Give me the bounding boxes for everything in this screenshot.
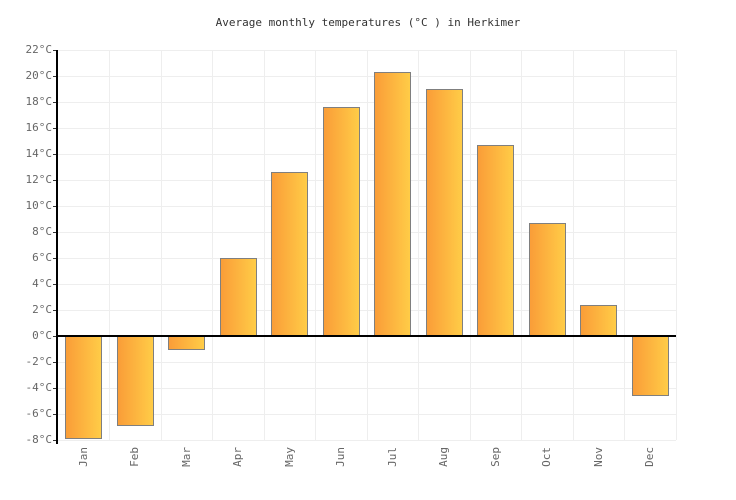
y-tick-label: -4°C: [25, 381, 53, 394]
y-tick-label: 10°C: [25, 199, 53, 212]
y-tick-label: 8°C: [32, 225, 52, 238]
x-label-oct: Oct: [540, 447, 554, 467]
x-label-aug: Aug: [437, 447, 451, 467]
bar-feb[interactable]: [116, 336, 154, 426]
x-label-may: May: [282, 447, 296, 467]
bar-sep[interactable]: [477, 144, 515, 336]
zero-line: [58, 335, 676, 337]
y-tick-mark: [53, 335, 58, 337]
y-tick-mark: [53, 413, 58, 415]
y-tick-label: 0°C: [32, 329, 52, 342]
x-grid-line: [109, 50, 110, 440]
bar-jun[interactable]: [322, 107, 360, 336]
x-grid-line: [418, 50, 419, 440]
bar-jul[interactable]: [374, 72, 412, 336]
bar-dec[interactable]: [631, 336, 669, 396]
y-tick-mark: [53, 153, 58, 155]
y-tick-label: 14°C: [25, 147, 53, 160]
y-tick-label: 20°C: [25, 69, 53, 82]
chart-title: Average monthly temperatures (°C ) in He…: [215, 16, 521, 29]
bar-oct[interactable]: [528, 222, 566, 336]
y-tick-mark: [53, 49, 58, 51]
x-label-jan: Jan: [76, 447, 90, 467]
x-grid-line: [572, 50, 574, 440]
y-tick-mark: [53, 231, 58, 233]
x-grid-line: [469, 50, 471, 440]
bar-apr[interactable]: [219, 258, 257, 336]
x-grid-line: [624, 50, 625, 440]
x-grid-line: [212, 50, 213, 440]
y-tick-mark: [53, 283, 58, 285]
y-tick-mark: [53, 361, 58, 363]
bar-aug[interactable]: [425, 89, 463, 336]
y-grid-line: [58, 439, 676, 441]
bar-jan[interactable]: [65, 336, 103, 439]
y-tick-mark: [53, 179, 58, 181]
y-tick-label: -6°C: [25, 407, 53, 420]
y-tick-label: 2°C: [32, 303, 52, 316]
x-label-jun: Jun: [334, 447, 348, 467]
x-grid-line: [315, 50, 316, 440]
y-tick-label: 4°C: [32, 277, 52, 290]
y-tick-label: -8°C: [25, 433, 53, 446]
y-tick-label: -2°C: [25, 355, 53, 368]
x-label-dec: Dec: [643, 447, 657, 467]
y-tick-mark: [53, 257, 58, 259]
x-grid-line: [675, 50, 677, 440]
y-tick-mark: [53, 309, 58, 311]
y-axis-line: [56, 50, 58, 444]
y-tick-label: 16°C: [25, 121, 53, 134]
bar-mar[interactable]: [168, 336, 206, 351]
x-grid-line: [263, 50, 265, 440]
y-tick-label: 22°C: [25, 43, 53, 56]
y-tick-mark: [53, 101, 58, 103]
bar-may[interactable]: [271, 172, 309, 336]
x-grid-line: [366, 50, 368, 440]
y-tick-mark: [53, 439, 58, 441]
x-grid-line: [521, 50, 522, 440]
y-tick-mark: [53, 387, 58, 389]
y-tick-mark: [53, 75, 58, 77]
x-label-jul: Jul: [385, 447, 399, 467]
bar-nov[interactable]: [580, 304, 618, 336]
x-label-apr: Apr: [231, 447, 245, 467]
y-tick-label: 12°C: [25, 173, 53, 186]
y-tick-label: 6°C: [32, 251, 52, 264]
y-tick-label: 18°C: [25, 95, 53, 108]
y-tick-mark: [53, 127, 58, 129]
x-label-sep: Sep: [488, 447, 502, 467]
x-grid-line: [160, 50, 162, 440]
x-label-feb: Feb: [128, 447, 142, 467]
y-tick-mark: [53, 205, 58, 207]
x-label-nov: Nov: [591, 447, 605, 467]
x-label-mar: Mar: [179, 447, 193, 467]
